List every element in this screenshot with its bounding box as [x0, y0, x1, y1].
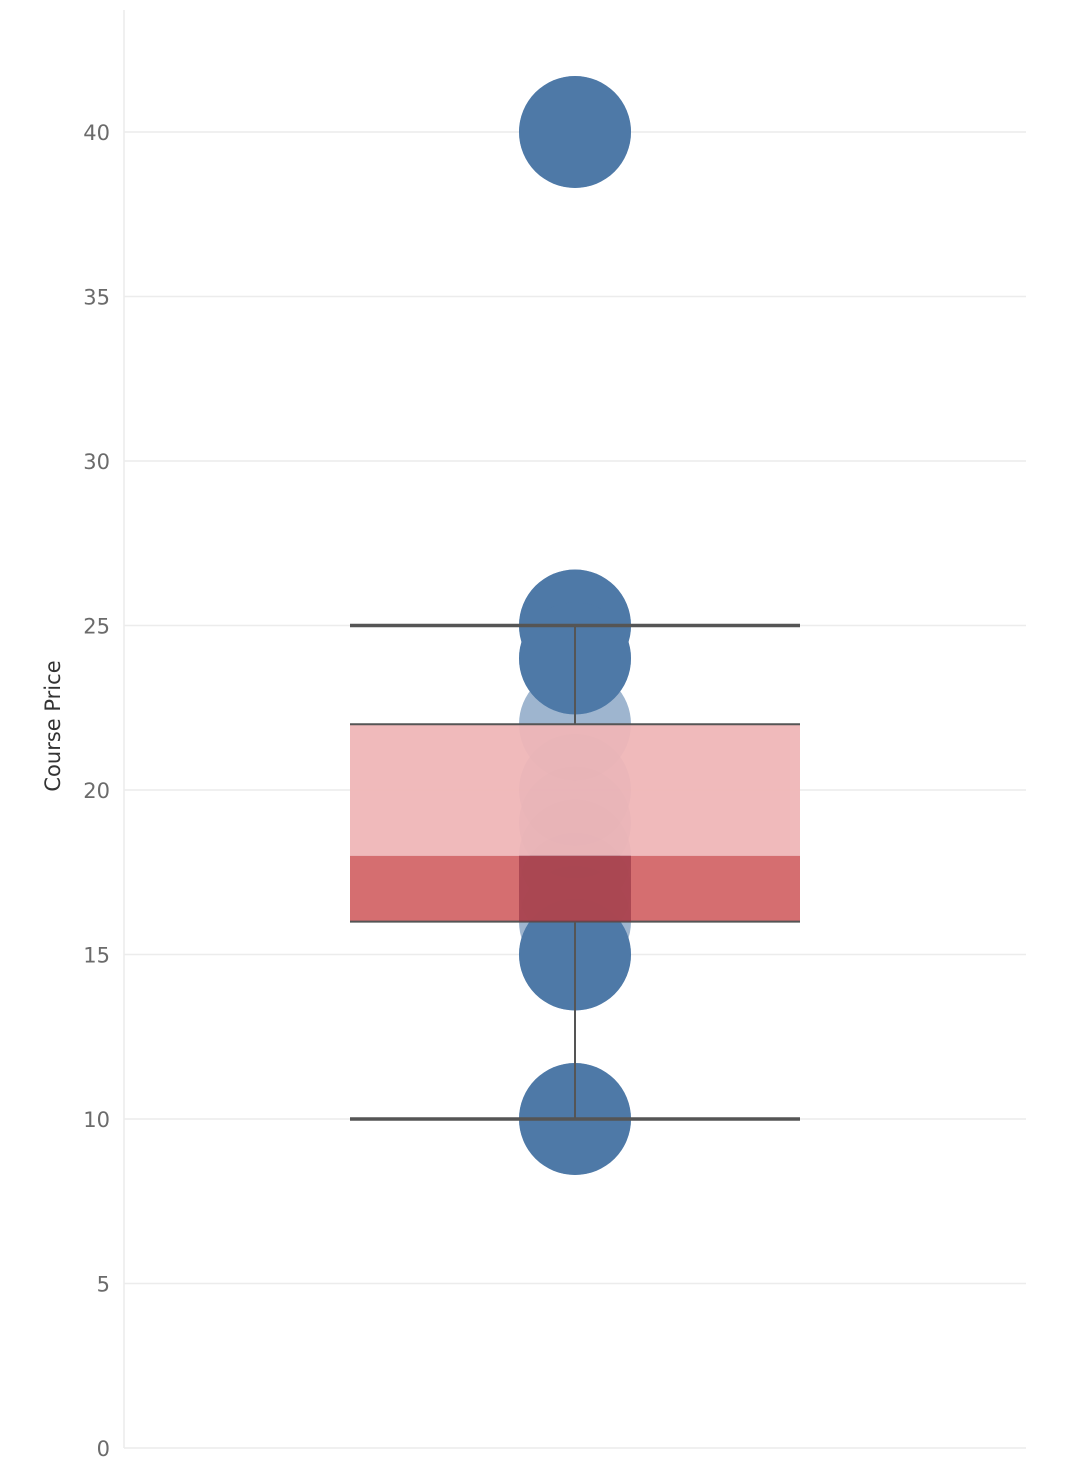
y-tick-label: 30: [83, 450, 110, 474]
y-tick-labels: 0 5 10 15 20 25 30 35 40: [83, 121, 110, 1460]
y-tick-label: 10: [83, 1108, 110, 1132]
y-tick-label: 35: [83, 286, 110, 310]
box-point-overlap: [519, 855, 631, 922]
y-tick-label: 0: [97, 1437, 110, 1460]
y-axis-title: Course Price: [41, 660, 65, 791]
y-tick-label: 15: [83, 944, 110, 968]
y-tick-label: 5: [97, 1273, 110, 1297]
data-point: [519, 76, 631, 188]
box-plot: [350, 723, 800, 923]
y-tick-label: 25: [83, 615, 110, 639]
whiskers: [350, 623, 800, 1121]
y-tick-label: 20: [83, 779, 110, 803]
box-upper-half: [350, 724, 800, 856]
y-axis: [123, 10, 1026, 1449]
y-tick-label: 40: [83, 121, 110, 145]
